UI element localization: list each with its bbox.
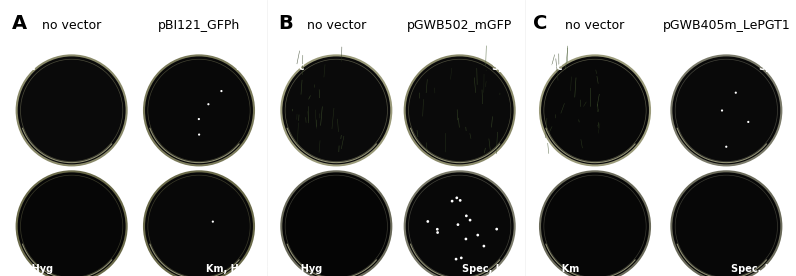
Text: pBI121_GFPh: pBI121_GFPh bbox=[158, 19, 240, 32]
Ellipse shape bbox=[212, 221, 214, 223]
Text: Spec, Hyg: Spec, Hyg bbox=[267, 264, 322, 274]
Text: B: B bbox=[279, 14, 294, 33]
Ellipse shape bbox=[17, 171, 127, 276]
Ellipse shape bbox=[540, 171, 650, 276]
Text: pGWB405m_LePGT1: pGWB405m_LePGT1 bbox=[662, 19, 790, 32]
Text: Spec: Spec bbox=[537, 62, 564, 73]
Ellipse shape bbox=[460, 256, 462, 259]
Ellipse shape bbox=[455, 258, 458, 261]
Text: Spec, Km: Spec, Km bbox=[731, 264, 782, 274]
Ellipse shape bbox=[144, 55, 254, 165]
Text: Spec, Hyg: Spec, Hyg bbox=[462, 264, 517, 274]
Text: Spec: Spec bbox=[758, 62, 785, 73]
Ellipse shape bbox=[457, 223, 459, 226]
Ellipse shape bbox=[747, 121, 749, 123]
Ellipse shape bbox=[436, 228, 439, 231]
Ellipse shape bbox=[427, 220, 429, 223]
Ellipse shape bbox=[197, 118, 200, 120]
Text: Spec: Spec bbox=[278, 62, 305, 73]
Ellipse shape bbox=[436, 231, 439, 234]
Text: Spec: Spec bbox=[491, 62, 518, 73]
Text: no vector: no vector bbox=[42, 19, 101, 32]
Ellipse shape bbox=[721, 109, 723, 112]
Text: no vector: no vector bbox=[565, 19, 625, 32]
Ellipse shape bbox=[207, 103, 209, 105]
Ellipse shape bbox=[671, 171, 782, 276]
Ellipse shape bbox=[476, 234, 479, 237]
Text: A: A bbox=[12, 14, 27, 33]
Ellipse shape bbox=[17, 55, 127, 165]
Text: Km, Hyg: Km, Hyg bbox=[7, 264, 53, 274]
Ellipse shape bbox=[465, 238, 467, 240]
Ellipse shape bbox=[198, 134, 201, 136]
Ellipse shape bbox=[144, 171, 254, 276]
Text: no vector: no vector bbox=[306, 19, 366, 32]
Text: Km, Hyg: Km, Hyg bbox=[206, 264, 252, 274]
Text: Km: Km bbox=[18, 62, 35, 73]
Ellipse shape bbox=[281, 55, 392, 165]
Text: C: C bbox=[533, 14, 548, 33]
Ellipse shape bbox=[671, 55, 782, 165]
Ellipse shape bbox=[281, 171, 392, 276]
Ellipse shape bbox=[458, 199, 462, 202]
Ellipse shape bbox=[540, 55, 650, 165]
Text: Spec, Km: Spec, Km bbox=[528, 264, 579, 274]
Ellipse shape bbox=[220, 90, 223, 92]
Ellipse shape bbox=[725, 146, 728, 148]
Ellipse shape bbox=[469, 219, 471, 221]
Ellipse shape bbox=[455, 197, 458, 199]
Text: pGWB502_mGFP: pGWB502_mGFP bbox=[407, 19, 513, 32]
Text: Km: Km bbox=[236, 62, 253, 73]
Ellipse shape bbox=[451, 200, 454, 203]
Ellipse shape bbox=[404, 55, 515, 165]
Ellipse shape bbox=[482, 245, 486, 248]
Ellipse shape bbox=[465, 214, 468, 217]
Ellipse shape bbox=[495, 228, 498, 230]
Ellipse shape bbox=[404, 171, 515, 276]
Ellipse shape bbox=[735, 92, 737, 94]
